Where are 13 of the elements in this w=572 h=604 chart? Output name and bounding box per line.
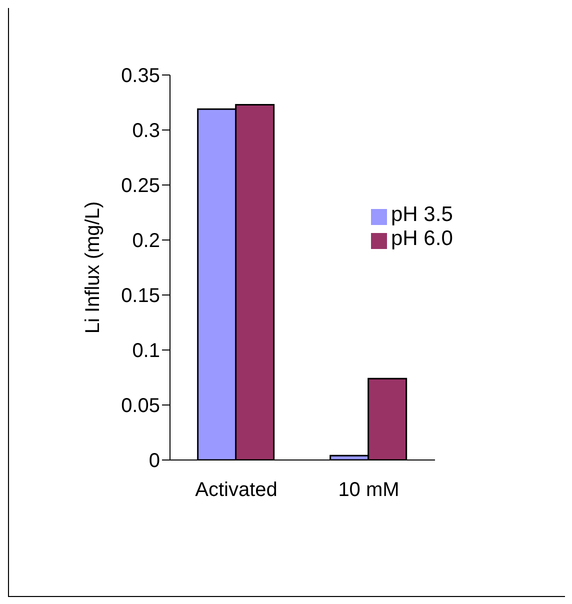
y-tick-label: 0.05 bbox=[121, 395, 160, 418]
x-tick-label: Activated bbox=[195, 479, 278, 502]
y-tick-label: 0.3 bbox=[132, 120, 160, 142]
legend-label: pH 3.5 bbox=[391, 203, 453, 226]
y-tick-label: 0.25 bbox=[121, 175, 160, 198]
y-tick-label: 0.2 bbox=[132, 230, 160, 252]
x-tick-label: 10 mM bbox=[338, 479, 400, 502]
legend-label: pH 6.0 bbox=[391, 227, 453, 250]
y-tick-label: 0.1 bbox=[132, 340, 160, 362]
y-tick-label: 0.35 bbox=[121, 65, 160, 88]
y-tick-label: 0.15 bbox=[121, 285, 160, 308]
y-tick-label: 0 bbox=[148, 450, 160, 472]
y-axis-title: Li Influx (mg/L) bbox=[82, 201, 104, 334]
